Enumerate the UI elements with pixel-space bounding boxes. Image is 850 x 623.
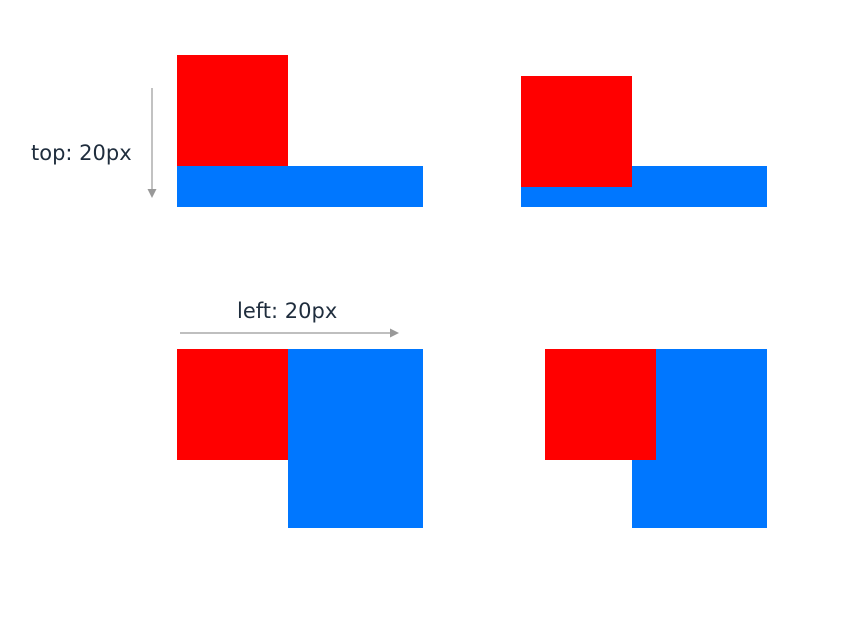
- positioned-box-left-before: [177, 349, 288, 460]
- left-offset-label: left: 20px: [237, 299, 338, 323]
- right-arrow-icon: [180, 328, 399, 338]
- top-offset-label: top: 20px: [31, 141, 132, 165]
- static-box-top-before: [177, 166, 423, 207]
- positioned-box-top-before: [177, 55, 288, 166]
- down-arrow-icon: [147, 88, 157, 198]
- positioned-box-left-after: [545, 349, 656, 460]
- positioned-box-top-after: [521, 76, 632, 187]
- static-box-left-before: [288, 349, 423, 528]
